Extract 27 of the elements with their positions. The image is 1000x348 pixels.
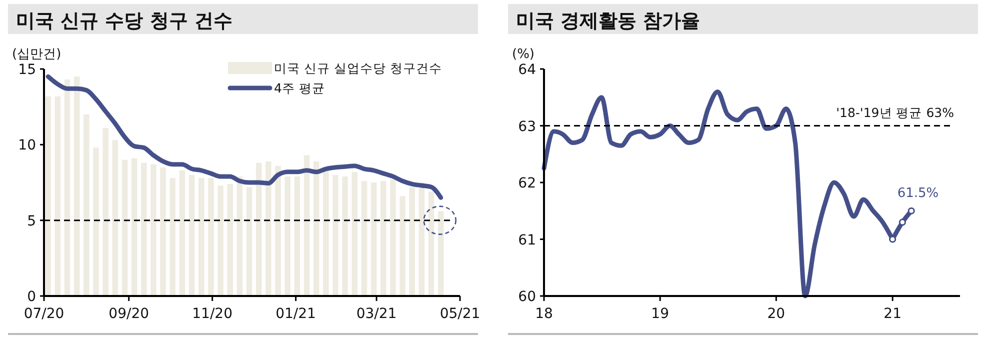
chart-title: 미국 경제활동 참가율 <box>516 10 700 32</box>
y-tick-label: 0 <box>27 289 36 305</box>
x-tick-label: 01/21 <box>276 306 316 322</box>
y-tick-label: 15 <box>18 62 36 78</box>
x-tick-label: 03/21 <box>356 306 397 322</box>
annotation: 61.5% <box>897 186 939 201</box>
y-tick-label: 60 <box>518 289 536 305</box>
x-tick-label: 21 <box>884 306 902 322</box>
y-axis-title: (십만건) <box>12 47 62 62</box>
y-tick-label: 63 <box>518 118 536 135</box>
y-tick-label: 64 <box>518 62 536 78</box>
y-axis-title: (%) <box>512 47 534 62</box>
x-tick-label: 18 <box>535 306 553 322</box>
x-tick-label: 07/20 <box>24 306 64 322</box>
legend-label: 미국 신규 실업수당 청구건수 <box>274 60 442 76</box>
y-tick-label: 62 <box>518 176 536 192</box>
x-tick-label: 05/21 <box>440 306 480 322</box>
y-tick-label: 10 <box>18 138 36 154</box>
ref-line-label: '18-'19년 평균 63% <box>836 104 954 120</box>
chart-title: 미국 신규 수당 청구 건수 <box>16 10 232 32</box>
y-tick-label: 61 <box>518 232 536 248</box>
x-tick-label: 19 <box>651 306 669 322</box>
x-tick-label: 20 <box>767 306 786 322</box>
legend-label: 4주 평균 <box>274 80 325 96</box>
x-tick-label: 09/20 <box>108 306 150 322</box>
x-tick-label: 11/20 <box>192 306 232 322</box>
y-tick-label: 5 <box>27 213 36 230</box>
